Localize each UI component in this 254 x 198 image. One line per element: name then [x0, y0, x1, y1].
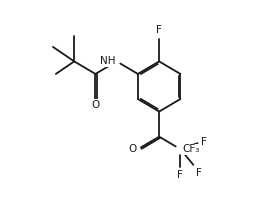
Text: O: O	[128, 144, 136, 154]
Text: F: F	[156, 25, 162, 35]
Text: O: O	[91, 100, 100, 110]
Text: F: F	[196, 168, 202, 178]
Text: NH: NH	[100, 56, 116, 66]
Text: F: F	[177, 170, 183, 180]
Text: CF₃: CF₃	[182, 144, 199, 154]
Text: F: F	[201, 137, 207, 148]
